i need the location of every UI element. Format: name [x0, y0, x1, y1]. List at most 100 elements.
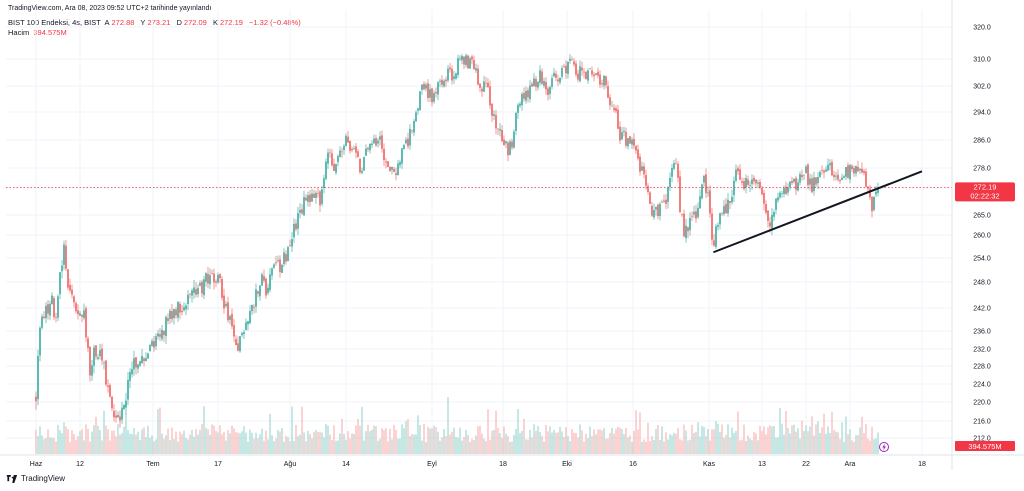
volume-bar	[443, 429, 445, 454]
footer[interactable]: TradingView	[6, 474, 65, 483]
candle-body	[637, 149, 639, 159]
candle-body	[541, 71, 543, 84]
candle-body	[177, 301, 179, 318]
candle-body	[87, 338, 89, 348]
candle-body	[527, 90, 529, 98]
candle-body	[483, 81, 485, 92]
candle-body	[131, 368, 133, 375]
volume-bar	[545, 424, 547, 454]
volume-bar	[121, 432, 123, 454]
volume-bar	[205, 427, 207, 454]
volume-bar	[487, 409, 489, 454]
candle-body	[861, 168, 863, 173]
volume-bar	[91, 431, 93, 454]
volume-bar	[675, 433, 677, 454]
volume-bar	[717, 424, 719, 454]
candle-body	[151, 340, 153, 346]
candle-body	[221, 279, 223, 298]
volume-bar	[603, 428, 605, 454]
volume-bar	[783, 434, 785, 454]
candle-body	[427, 83, 429, 98]
volume-bar	[455, 436, 457, 454]
volume-bar	[631, 441, 633, 454]
price-tick-label: 242.0	[973, 306, 991, 313]
volume-bar	[371, 429, 373, 454]
price-tick-label: 248.0	[973, 280, 991, 287]
candle-body	[833, 174, 835, 177]
volume-bar	[809, 426, 811, 454]
volume-bar	[855, 435, 857, 454]
volume-bar	[619, 427, 621, 454]
volume-bar	[829, 432, 831, 454]
candle-body	[705, 174, 707, 194]
candle-body	[663, 200, 665, 202]
volume-bar	[541, 435, 543, 454]
volume-bar	[661, 426, 663, 454]
candle-body	[139, 361, 141, 366]
volume-bar	[477, 426, 479, 454]
volume-bar	[691, 424, 693, 454]
price-axis[interactable]: 212.0 216.0 220.0 224.0 228.0 232.0 236.0 242.0…	[951, 0, 991, 470]
volume-label[interactable]: Hacim	[8, 28, 30, 37]
volume-bar	[643, 439, 645, 454]
volume-bar	[69, 441, 71, 454]
volume-bar	[317, 432, 319, 454]
candle-body	[583, 71, 585, 73]
candle-body	[51, 295, 53, 305]
candle-body	[855, 165, 857, 174]
volume-bar	[321, 432, 323, 454]
candle-body	[157, 333, 159, 337]
candle-body	[155, 336, 157, 347]
candle-body	[345, 135, 347, 146]
candle-body	[605, 76, 607, 86]
candle-body	[651, 205, 653, 216]
volume-bar	[359, 425, 361, 454]
price-tick-label: 302.0	[973, 84, 991, 91]
volume-bar	[247, 441, 249, 454]
volume-bar	[787, 427, 789, 454]
volume-bar	[329, 434, 331, 454]
candle-body	[93, 347, 95, 366]
volume-bar	[733, 432, 735, 454]
candle-body	[259, 285, 261, 297]
volume-bar	[743, 424, 745, 454]
candle-body	[533, 78, 535, 87]
volume-bar	[263, 440, 265, 454]
volume-bar	[747, 435, 749, 454]
volume-bar	[445, 436, 447, 454]
symbol-label[interactable]: BIST 100 Endeksi, 4s, BIST	[8, 18, 101, 27]
candle-body	[553, 72, 555, 77]
volume-bar	[79, 431, 81, 454]
volume-bar	[365, 430, 367, 454]
volume-bar	[789, 433, 791, 454]
volume-bar	[679, 439, 681, 454]
volume-bar	[391, 439, 393, 454]
volume-bar	[211, 424, 213, 454]
high-value: 273.21	[147, 18, 171, 27]
candle-body	[387, 161, 389, 167]
candle-body	[683, 213, 685, 237]
candle-body	[545, 81, 547, 90]
candle-body	[859, 168, 861, 171]
volume-bar	[183, 430, 185, 454]
candle-body	[621, 132, 623, 140]
volume-bar	[387, 441, 389, 454]
candle-body	[523, 93, 525, 99]
volume-bar	[569, 441, 571, 454]
time-axis[interactable]: Haz 12 Tem 17 Ağu 14 Eyl 18 Eki 16 Kas 13 22 Ara 18	[0, 454, 1024, 468]
volume-bar	[823, 413, 825, 454]
volume-bar	[139, 440, 141, 454]
candle-body	[199, 283, 201, 286]
candle-body	[41, 316, 43, 328]
candle-body	[457, 58, 459, 75]
lightning-icon[interactable]	[879, 442, 889, 452]
candle-body	[565, 65, 567, 74]
candle-body	[835, 175, 837, 177]
volume-bar	[671, 435, 673, 454]
open-label: A 272.88	[104, 18, 135, 27]
candle-body	[101, 348, 103, 361]
volume-bar	[189, 434, 191, 454]
trendline[interactable]	[713, 170, 923, 254]
volume-bar	[501, 437, 503, 454]
